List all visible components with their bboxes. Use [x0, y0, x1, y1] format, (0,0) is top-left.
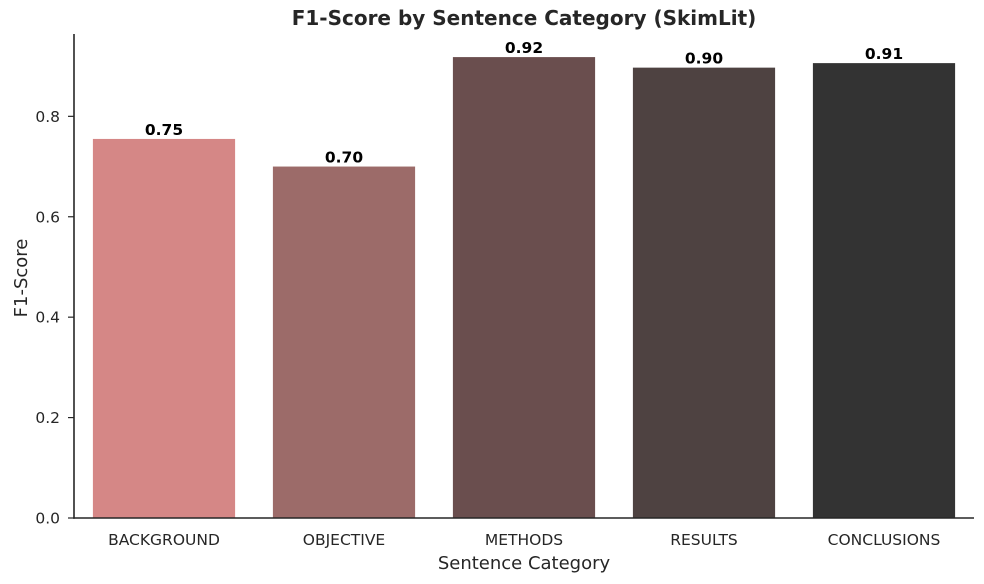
bar-results	[632, 67, 776, 518]
bar-value-label: 0.92	[505, 39, 543, 57]
bar-conclusions	[812, 63, 956, 518]
bars	[92, 57, 956, 519]
y-axis-ticks: 0.0 0.2 0.4 0.6 0.8	[35, 108, 74, 528]
y-tick-label: 0.8	[35, 108, 60, 126]
x-tick-label: BACKGROUND	[108, 531, 220, 549]
x-axis-ticks: BACKGROUND OBJECTIVE METHODS RESULTS CONCLUS…	[108, 531, 940, 549]
x-tick-label: OBJECTIVE	[303, 531, 385, 549]
bar-methods	[452, 57, 596, 519]
x-tick-label: METHODS	[485, 531, 563, 549]
bar-value-label: 0.75	[145, 121, 183, 139]
y-axis-label: F1-Score	[11, 239, 32, 318]
x-axis-label: Sentence Category	[438, 553, 611, 574]
x-tick-label: CONCLUSIONS	[828, 531, 941, 549]
chart-title: F1-Score by Sentence Category (SkimLit)	[292, 6, 757, 30]
y-tick-label: 0.2	[35, 409, 60, 427]
bar-value-label: 0.70	[325, 149, 363, 167]
bar-objective	[272, 166, 416, 518]
bar-value-label: 0.90	[685, 50, 723, 68]
bar-value-labels: 0.75 0.70 0.92 0.90 0.91	[145, 39, 903, 166]
y-tick-label: 0.0	[35, 510, 60, 528]
y-tick-label: 0.6	[35, 208, 60, 226]
x-tick-label: RESULTS	[670, 531, 738, 549]
bar-value-label: 0.91	[865, 45, 903, 63]
bar-background	[92, 138, 236, 519]
y-tick-label: 0.4	[35, 309, 60, 327]
